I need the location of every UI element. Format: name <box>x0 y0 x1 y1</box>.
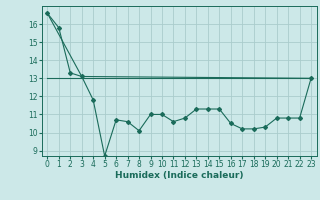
X-axis label: Humidex (Indice chaleur): Humidex (Indice chaleur) <box>115 171 244 180</box>
